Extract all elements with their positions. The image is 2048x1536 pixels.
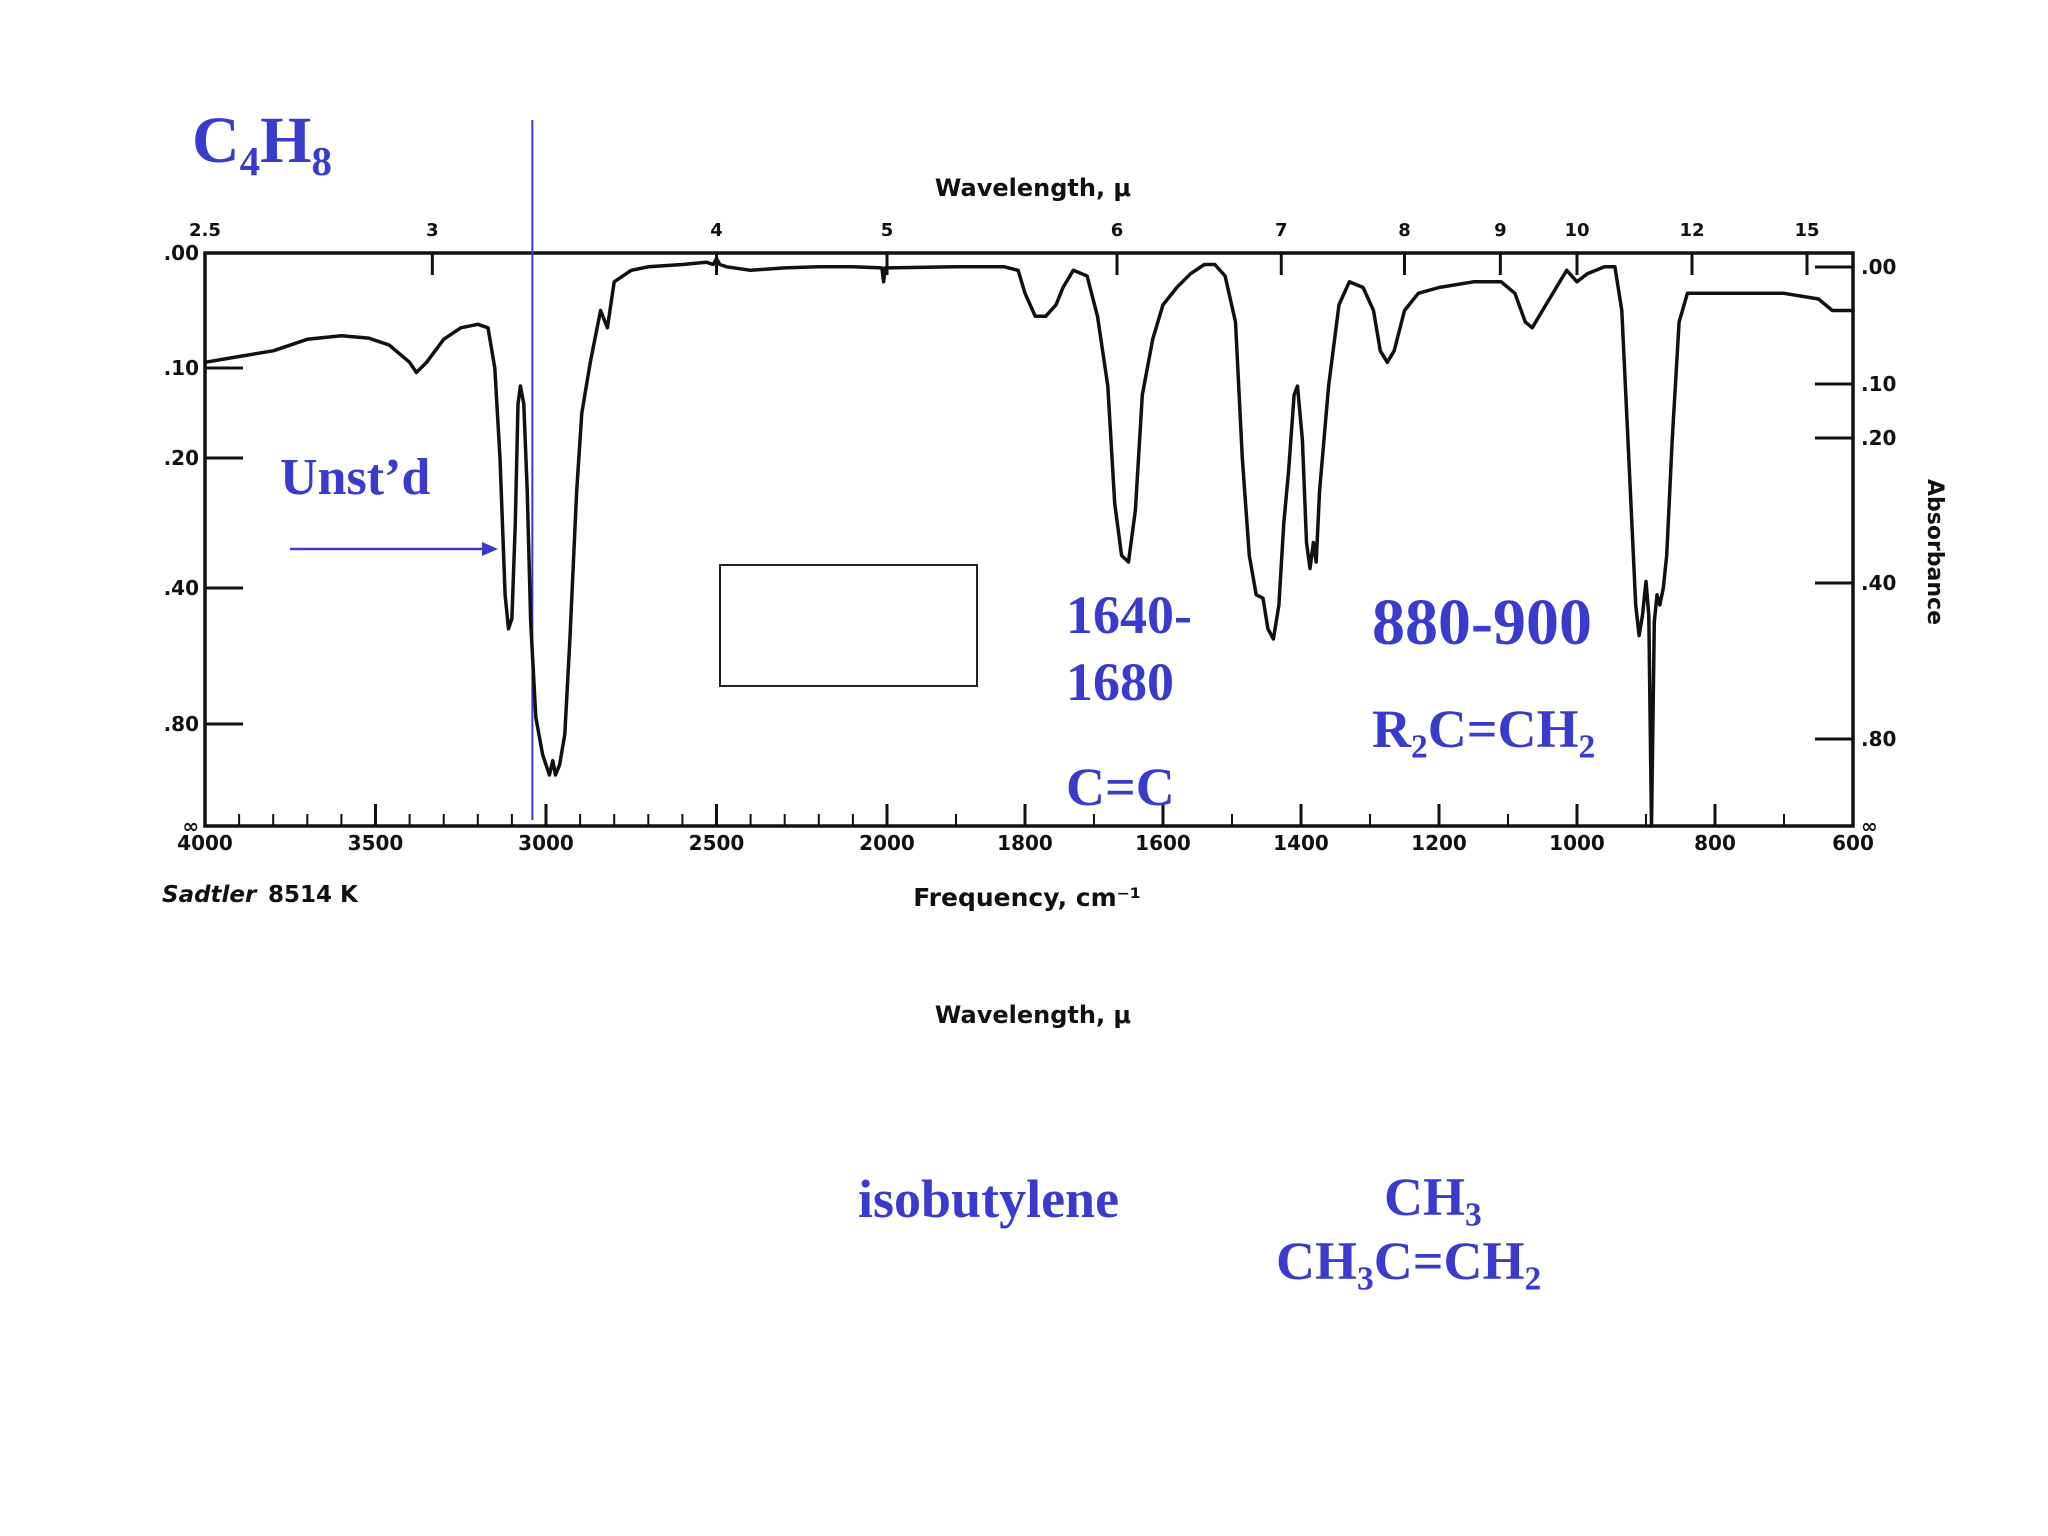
x-tick-label-600: 600 — [1832, 831, 1874, 855]
y-axis-label: Absorbance — [1922, 479, 1947, 625]
top-tick-label-6: 6 — [1111, 220, 1124, 241]
peak1-range-line2: 1680 — [1066, 652, 1174, 712]
left-tick-label: .10 — [164, 356, 199, 380]
x-tick-label-1200: 1200 — [1411, 831, 1467, 855]
top-tick-label-4: 4 — [710, 220, 723, 241]
unsaturation-label: Unst’d — [280, 449, 431, 506]
top-tick-label-3: 3 — [426, 220, 439, 241]
x-tick-label-3500: 3500 — [348, 831, 404, 855]
top-tick-label-2.5: 2.5 — [189, 220, 221, 241]
top-tick-label-5: 5 — [881, 220, 894, 241]
left-tick-label: .40 — [164, 576, 199, 600]
x-tick-label-800: 800 — [1694, 831, 1736, 855]
unsat-arrowhead — [482, 542, 498, 556]
plot-frame — [203, 251, 1855, 828]
top-tick-label-8: 8 — [1398, 220, 1411, 241]
molecular-formula: C4H8 — [192, 104, 332, 185]
x-tick-label-2000: 2000 — [859, 831, 915, 855]
x-tick-label-1000: 1000 — [1549, 831, 1605, 855]
top-tick-label-15: 15 — [1794, 220, 1819, 241]
x-axis-label: Frequency, cm⁻¹ — [913, 883, 1141, 912]
peak1-range-line1: 1640- — [1066, 585, 1192, 645]
chart-axes — [203, 251, 1855, 828]
compound-name: isobutylene — [858, 1169, 1120, 1229]
right-tick-label: ∞ — [1861, 814, 1878, 838]
spectrum-trace — [203, 257, 1855, 828]
source-id: 8514 K — [268, 882, 359, 908]
peak1-group: C=C — [1066, 757, 1175, 817]
right-tick-label: .40 — [1861, 571, 1896, 595]
repeat-wavelength-label: Wavelength, μ — [935, 1001, 1131, 1029]
x-tick-label-4000: 4000 — [177, 831, 233, 855]
right-tick-label: .00 — [1861, 255, 1896, 279]
left-tick-label: ∞ — [182, 814, 199, 838]
top-tick-label-10: 10 — [1564, 220, 1589, 241]
top-axis-label: Wavelength, μ — [935, 174, 1131, 202]
top-tick-label-12: 12 — [1679, 220, 1704, 241]
blank-box — [719, 564, 978, 687]
peak2-group: R2C=CH2 — [1372, 699, 1596, 766]
structure-top: CH3 — [1384, 1167, 1482, 1234]
chart-ticks — [203, 251, 1855, 828]
structure-bottom: CH3C=CH2 — [1276, 1231, 1542, 1298]
right-tick-label: .80 — [1861, 727, 1896, 751]
source-name: Sadtler — [162, 882, 258, 908]
right-tick-label: .20 — [1861, 426, 1896, 450]
left-tick-label: .00 — [164, 241, 199, 265]
x-tick-label-1600: 1600 — [1135, 831, 1191, 855]
x-tick-label-1400: 1400 — [1273, 831, 1329, 855]
peak2-range: 880-900 — [1372, 586, 1592, 659]
x-tick-label-2500: 2500 — [689, 831, 745, 855]
top-tick-label-9: 9 — [1494, 220, 1507, 241]
x-tick-label-3000: 3000 — [518, 831, 574, 855]
right-tick-label: .10 — [1861, 372, 1896, 396]
left-tick-label: .20 — [164, 446, 199, 470]
x-tick-label-1800: 1800 — [997, 831, 1053, 855]
chart-tick-labels: 4000 3500 3000 2500 2000 1800 1600 1400 1200 1000… — [164, 220, 1897, 855]
left-tick-label: .80 — [164, 712, 199, 736]
top-tick-label-7: 7 — [1275, 220, 1288, 241]
